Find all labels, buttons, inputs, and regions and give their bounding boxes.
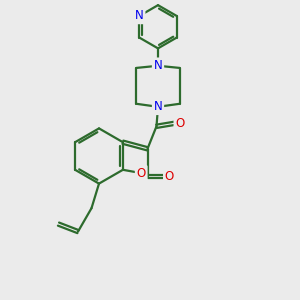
Text: O: O bbox=[175, 117, 184, 130]
Text: N: N bbox=[135, 10, 144, 22]
Text: O: O bbox=[136, 167, 146, 180]
Text: O: O bbox=[165, 170, 174, 183]
Text: N: N bbox=[154, 100, 162, 113]
Text: N: N bbox=[154, 59, 162, 72]
